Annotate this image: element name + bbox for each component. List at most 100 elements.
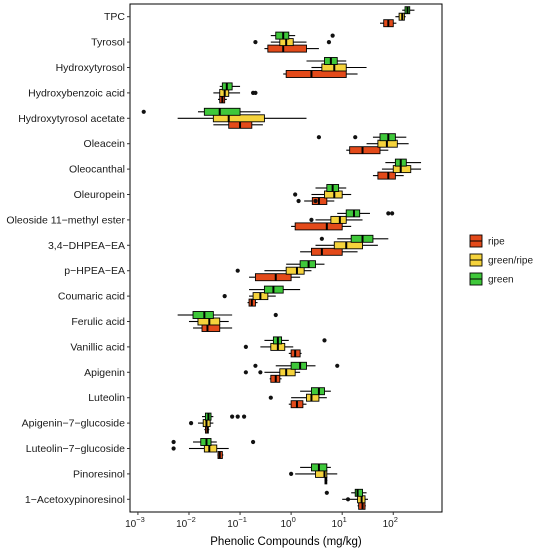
boxplot-green	[270, 31, 335, 40]
boxplot-green-ripe	[315, 241, 378, 250]
boxplot-ripe	[249, 273, 301, 282]
boxplot-green	[315, 184, 347, 192]
box-iqr	[203, 107, 241, 116]
boxplot-green	[171, 438, 256, 446]
box-iqr	[354, 488, 363, 497]
boxplot-ripe	[357, 501, 366, 510]
x-tick-label: 10−1	[227, 515, 247, 530]
boxplot-ripe	[291, 222, 352, 231]
category-label: Vanillic acid	[70, 341, 125, 353]
outlier-point	[258, 370, 263, 375]
legend-label: ripe	[488, 237, 505, 248]
category-label: Tyrosol	[91, 37, 125, 49]
boxplot-green	[141, 107, 261, 116]
plot-panel	[129, 3, 443, 513]
box-iqr	[333, 241, 363, 250]
boxplot-green	[249, 285, 301, 294]
outlier-point	[273, 312, 278, 318]
box-iqr	[285, 266, 305, 275]
x-tick-base: 10	[176, 519, 188, 530]
outlier-point	[309, 217, 314, 222]
outlier-point	[268, 395, 273, 400]
category-label: Oleocanthal	[69, 164, 125, 176]
box-iqr	[279, 368, 296, 377]
box-iqr	[212, 114, 265, 123]
boxplot-ripe	[269, 374, 282, 383]
boxplot-green	[219, 82, 241, 91]
x-tick-label: 100	[280, 515, 295, 530]
boxplot-ripe	[372, 171, 404, 180]
outlier-point	[230, 414, 235, 419]
category-label: Coumaric acid	[58, 291, 125, 303]
outlier-point	[345, 497, 351, 502]
boxplot-green	[177, 311, 278, 319]
category-label: 3,4−DHPEA−EA	[48, 240, 125, 252]
boxplot-ripe	[217, 451, 224, 459]
outlier-point	[243, 370, 248, 375]
box-iqr	[349, 146, 381, 155]
boxplot-green	[402, 6, 415, 15]
x-axis: 10−3 10−2 10−1 100 101 102	[125, 512, 398, 530]
box-iqr	[294, 222, 343, 231]
box-iqr	[254, 273, 292, 282]
boxplot-green	[286, 260, 325, 269]
category-label: Oleacein	[84, 138, 126, 150]
category-label: Apigenin−7−glucoside	[22, 418, 125, 430]
x-tick-base: 10	[383, 519, 395, 530]
boxplot-ripe	[324, 476, 328, 485]
outlier-point	[313, 198, 318, 204]
x-tick-exponent: −1	[238, 515, 247, 524]
category-label: 1−Acetoxypinoresinol	[25, 494, 125, 506]
category-label: Luteolin−7−glucoside	[26, 443, 125, 455]
boxplot-green-ripe	[243, 368, 301, 377]
outlier-point	[390, 211, 395, 216]
boxplot-green-ripe	[222, 292, 276, 301]
boxplot-green	[319, 234, 389, 243]
outlier-point	[171, 439, 176, 445]
x-tick-base: 10	[280, 519, 292, 530]
category-label: Hydroxybenzoic acid	[28, 87, 125, 99]
box-iqr	[203, 444, 218, 453]
outlier-point	[296, 198, 301, 204]
category-label: TPC	[104, 11, 125, 23]
outlier-point	[289, 471, 294, 476]
box-iqr	[345, 209, 361, 218]
boxplot-green-ripe	[395, 12, 406, 21]
boxplot-ripe	[380, 19, 397, 28]
boxplot-green	[306, 57, 347, 65]
x-tick-exponent: 0	[292, 515, 296, 524]
category-label: p−HPEA−EA	[64, 265, 125, 277]
boxplot-green-ripe	[309, 215, 363, 224]
boxplot-green	[202, 412, 247, 421]
outlier-point	[326, 40, 332, 45]
outlier-point	[241, 414, 247, 419]
outlier-point	[293, 192, 298, 197]
boxplot-ripe	[300, 247, 358, 256]
outlier-point	[141, 109, 146, 114]
box-iqr	[392, 165, 412, 174]
box-iqr	[310, 247, 343, 256]
outlier-point	[235, 268, 240, 273]
x-tick-exponent: −3	[136, 515, 145, 524]
x-tick-base: 10	[227, 519, 239, 530]
x-tick-label: 102	[383, 515, 398, 530]
boxplot-ripe	[193, 324, 233, 332]
category-label: Luteolin	[88, 392, 125, 404]
outlier-point	[253, 363, 258, 368]
box-iqr	[306, 393, 320, 402]
box-iqr	[267, 44, 307, 53]
boxplot-green	[264, 336, 327, 345]
outlier-point	[322, 338, 327, 343]
category-axis: TPC Tyrosol Hydroxytyrosol Hydroxybenzoic a…	[6, 11, 130, 506]
boxplot-green	[300, 387, 331, 396]
boxplot-ripe	[204, 425, 210, 434]
box-iqr	[285, 70, 347, 78]
outlier-point	[253, 40, 258, 45]
boxplot-ripe	[346, 146, 389, 155]
category-label: Hydroxytyrosol acetate	[18, 113, 125, 125]
box-iqr	[290, 361, 307, 370]
box-iqr	[192, 311, 214, 319]
x-tick-exponent: 2	[394, 515, 398, 524]
category-label: Oleoside 11−methyl ester	[6, 214, 125, 226]
